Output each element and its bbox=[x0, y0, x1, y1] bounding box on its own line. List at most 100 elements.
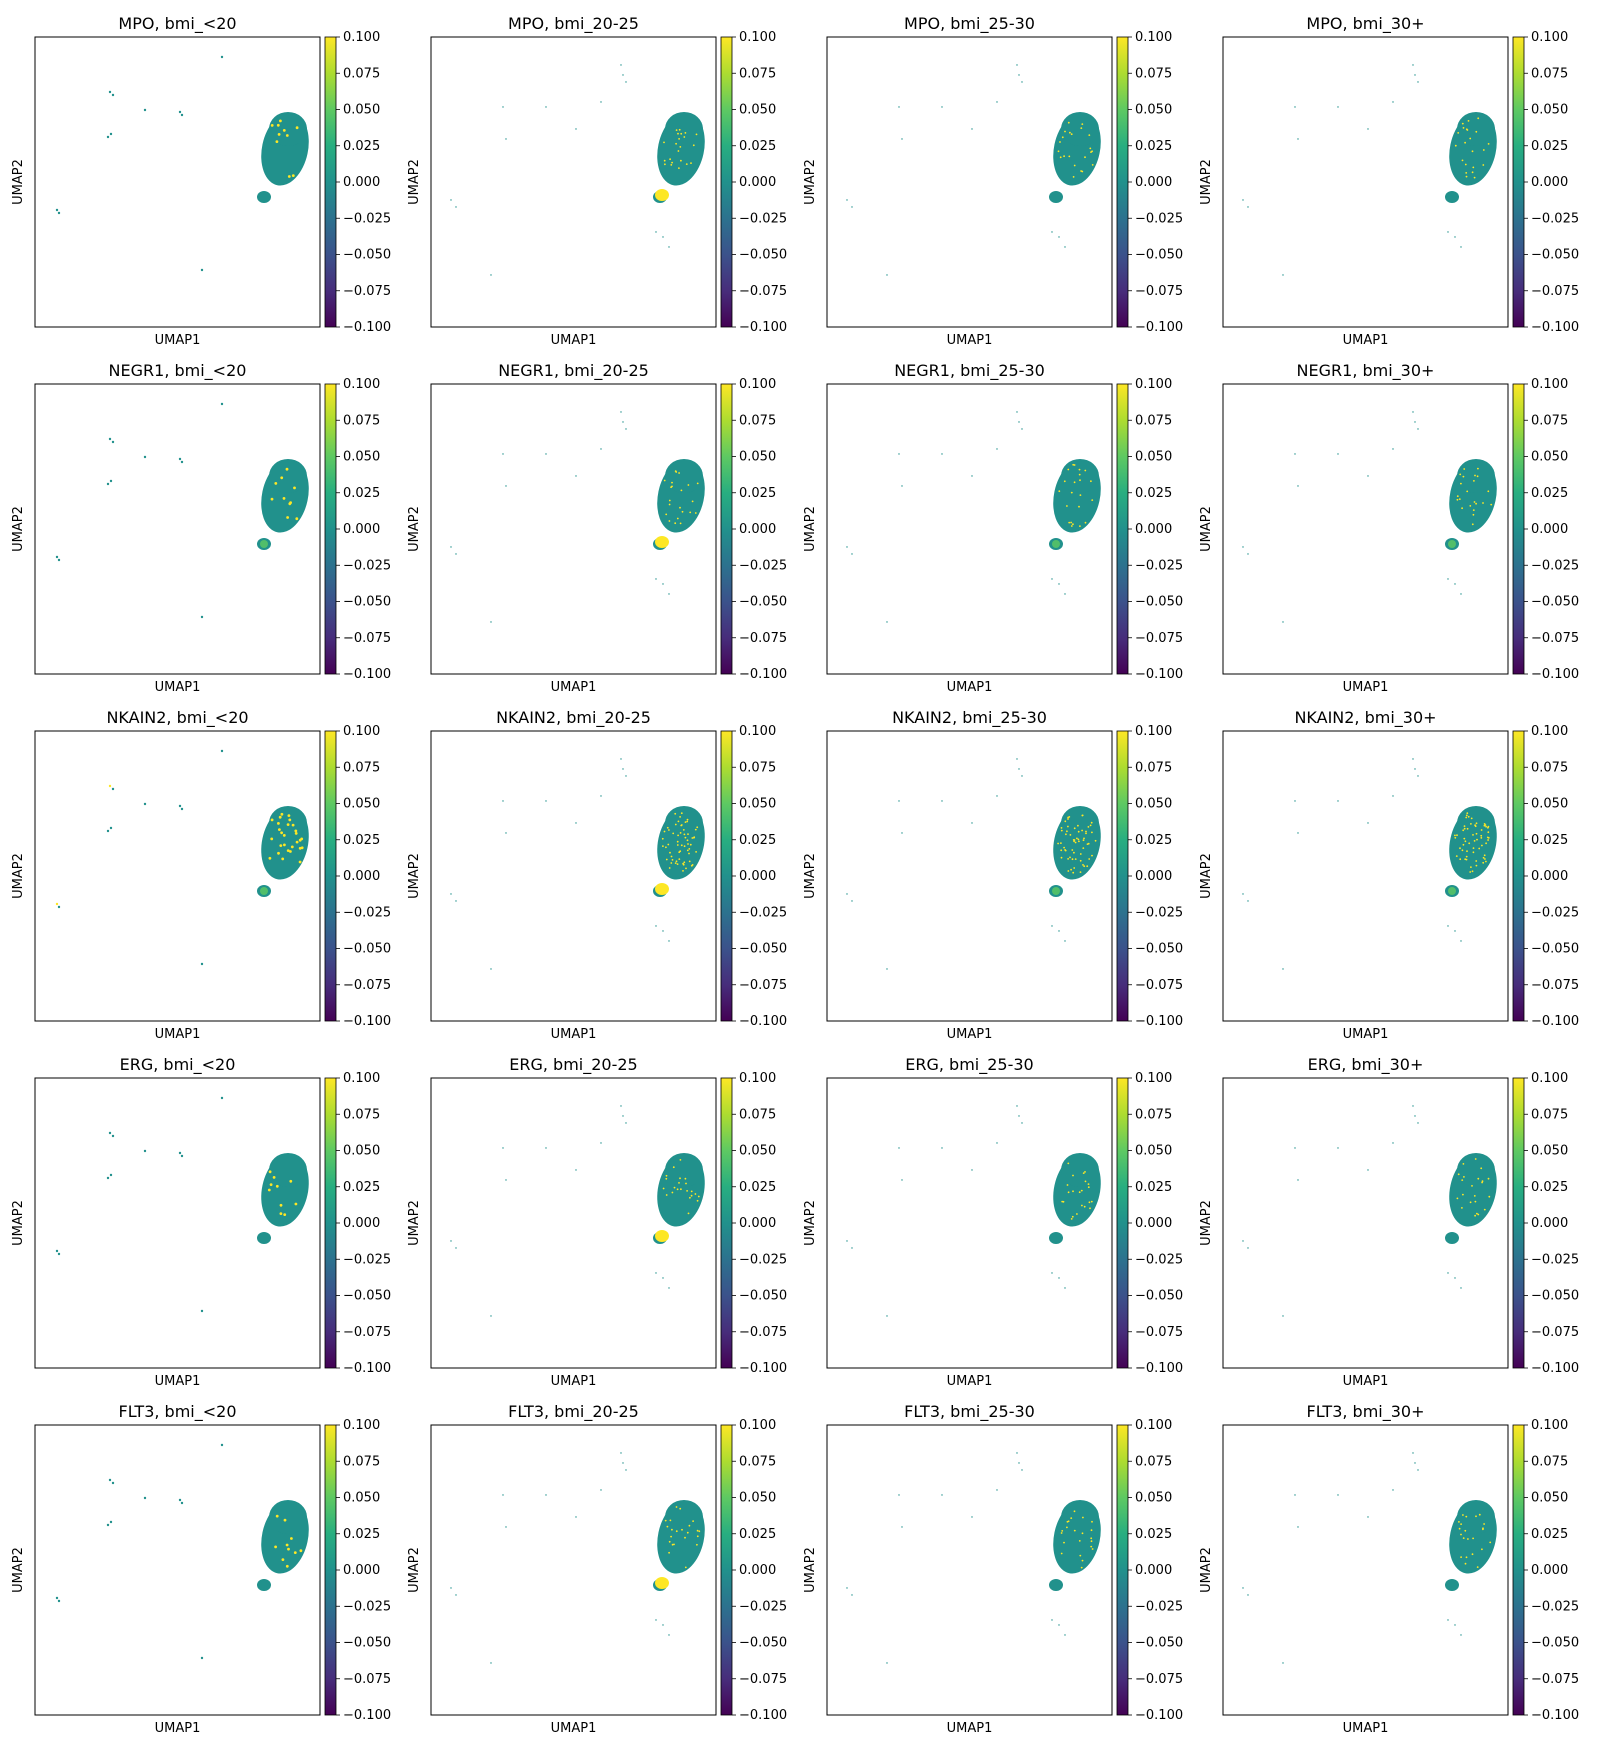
cell-point bbox=[672, 832, 675, 835]
colorbar-tick-label: 0.025 bbox=[1531, 486, 1568, 501]
cell-point bbox=[1475, 860, 1478, 862]
cell-point bbox=[1337, 1494, 1339, 1496]
colorbar-tick-label: 0.050 bbox=[739, 1144, 776, 1159]
cell-cluster-top bbox=[665, 112, 703, 146]
cell-point bbox=[1242, 1240, 1244, 1242]
scatter-points bbox=[1242, 64, 1497, 276]
colorbar-tick-label: 0.050 bbox=[739, 450, 776, 465]
cell-point bbox=[108, 1131, 112, 1135]
cell-point bbox=[1080, 1566, 1083, 1569]
cell-point bbox=[1476, 1212, 1478, 1215]
cell-point bbox=[679, 1507, 682, 1510]
cell-point bbox=[1480, 837, 1483, 839]
cell-point bbox=[1067, 825, 1069, 828]
cell-point bbox=[1417, 81, 1419, 83]
x-axis-label: UMAP1 bbox=[1343, 1027, 1389, 1042]
cell-point bbox=[1085, 832, 1087, 835]
colorbar bbox=[324, 1424, 337, 1716]
scatter-points bbox=[450, 1452, 705, 1664]
colorbar-tick-label: −0.100 bbox=[1135, 1014, 1183, 1029]
x-axis-label: UMAP1 bbox=[551, 1721, 597, 1736]
cell-point bbox=[450, 893, 452, 895]
cell-point bbox=[1064, 820, 1067, 823]
cell-point bbox=[676, 863, 679, 865]
cell-point bbox=[668, 1634, 670, 1636]
cell-point bbox=[690, 864, 693, 867]
cell-point bbox=[666, 826, 669, 829]
y-axis-label: UMAP2 bbox=[1199, 1200, 1214, 1246]
cell-point bbox=[1060, 1532, 1063, 1534]
cell-point bbox=[680, 844, 683, 847]
cell-point bbox=[886, 968, 888, 970]
cell-point bbox=[200, 268, 204, 272]
cell-point bbox=[1465, 816, 1468, 819]
cell-point bbox=[1367, 822, 1369, 824]
colorbar bbox=[1512, 383, 1525, 675]
cell-point bbox=[1060, 849, 1063, 852]
cell-point bbox=[694, 828, 697, 831]
cell-point bbox=[1247, 553, 1249, 555]
cell-point bbox=[1471, 1553, 1474, 1556]
cell-point bbox=[901, 138, 903, 140]
cell-point bbox=[655, 1272, 657, 1274]
colorbar-tick-label: 0.100 bbox=[343, 377, 380, 392]
cell-point bbox=[1475, 864, 1478, 867]
cell-point bbox=[1063, 846, 1065, 849]
x-axis-label: UMAP1 bbox=[947, 1027, 993, 1042]
cell-point bbox=[1412, 411, 1414, 413]
cell-point bbox=[1058, 490, 1061, 493]
cell-point bbox=[669, 158, 671, 161]
cell-point bbox=[575, 1169, 577, 1171]
cell-point bbox=[287, 814, 291, 817]
cell-point bbox=[1081, 1204, 1083, 1207]
cell-point bbox=[490, 1315, 492, 1317]
cell-point bbox=[620, 1452, 622, 1454]
cell-point bbox=[1082, 847, 1085, 849]
cell-point bbox=[898, 1147, 900, 1149]
high-expression-cluster bbox=[1448, 540, 1456, 548]
cell-point bbox=[680, 812, 683, 815]
cell-point bbox=[678, 858, 681, 860]
cell-point bbox=[665, 1177, 668, 1180]
colorbar-tick-label: 0.050 bbox=[1135, 450, 1172, 465]
colorbar bbox=[720, 1077, 733, 1369]
cell-point bbox=[691, 837, 694, 839]
colorbar-tick-label: −0.100 bbox=[739, 1014, 787, 1029]
colorbar-tick-label: −0.100 bbox=[739, 320, 787, 335]
cell-point bbox=[1461, 849, 1464, 852]
colorbar-tick-label: −0.025 bbox=[1135, 905, 1183, 920]
cell-point bbox=[1456, 498, 1459, 501]
cell-point bbox=[1477, 117, 1480, 120]
x-axis-label: UMAP1 bbox=[551, 680, 597, 695]
cell-point bbox=[1090, 1537, 1093, 1540]
colorbar-tick-label: 0.050 bbox=[1531, 1144, 1568, 1159]
cell-point bbox=[1090, 1545, 1093, 1548]
cell-point bbox=[270, 124, 274, 127]
cell-point bbox=[622, 74, 624, 76]
colorbar-tick-label: −0.050 bbox=[343, 1289, 391, 1304]
cell-point bbox=[625, 428, 627, 430]
cell-cluster-top bbox=[1457, 459, 1495, 493]
cell-point bbox=[1481, 1181, 1483, 1184]
colorbar-tick-label: 0.075 bbox=[1135, 1107, 1172, 1122]
scatter-points bbox=[55, 1096, 309, 1313]
cell-point bbox=[696, 1543, 698, 1546]
cell-point bbox=[671, 481, 673, 484]
cell-point bbox=[683, 845, 686, 848]
cell-point bbox=[1474, 474, 1476, 477]
cell-point bbox=[1058, 236, 1060, 238]
cell-point bbox=[668, 829, 670, 831]
cell-point bbox=[686, 820, 689, 823]
cell-point bbox=[55, 1596, 59, 1600]
cell-point bbox=[668, 503, 671, 506]
cell-point bbox=[1083, 865, 1086, 868]
y-axis-label: UMAP2 bbox=[407, 159, 422, 205]
cell-point bbox=[996, 101, 998, 103]
cell-point bbox=[294, 829, 298, 833]
cell-point bbox=[683, 833, 686, 836]
cell-point bbox=[695, 133, 698, 136]
cell-point bbox=[502, 106, 504, 108]
cell-point bbox=[1483, 1208, 1486, 1211]
x-axis-label: UMAP1 bbox=[551, 1027, 597, 1042]
colorbar bbox=[720, 36, 733, 328]
